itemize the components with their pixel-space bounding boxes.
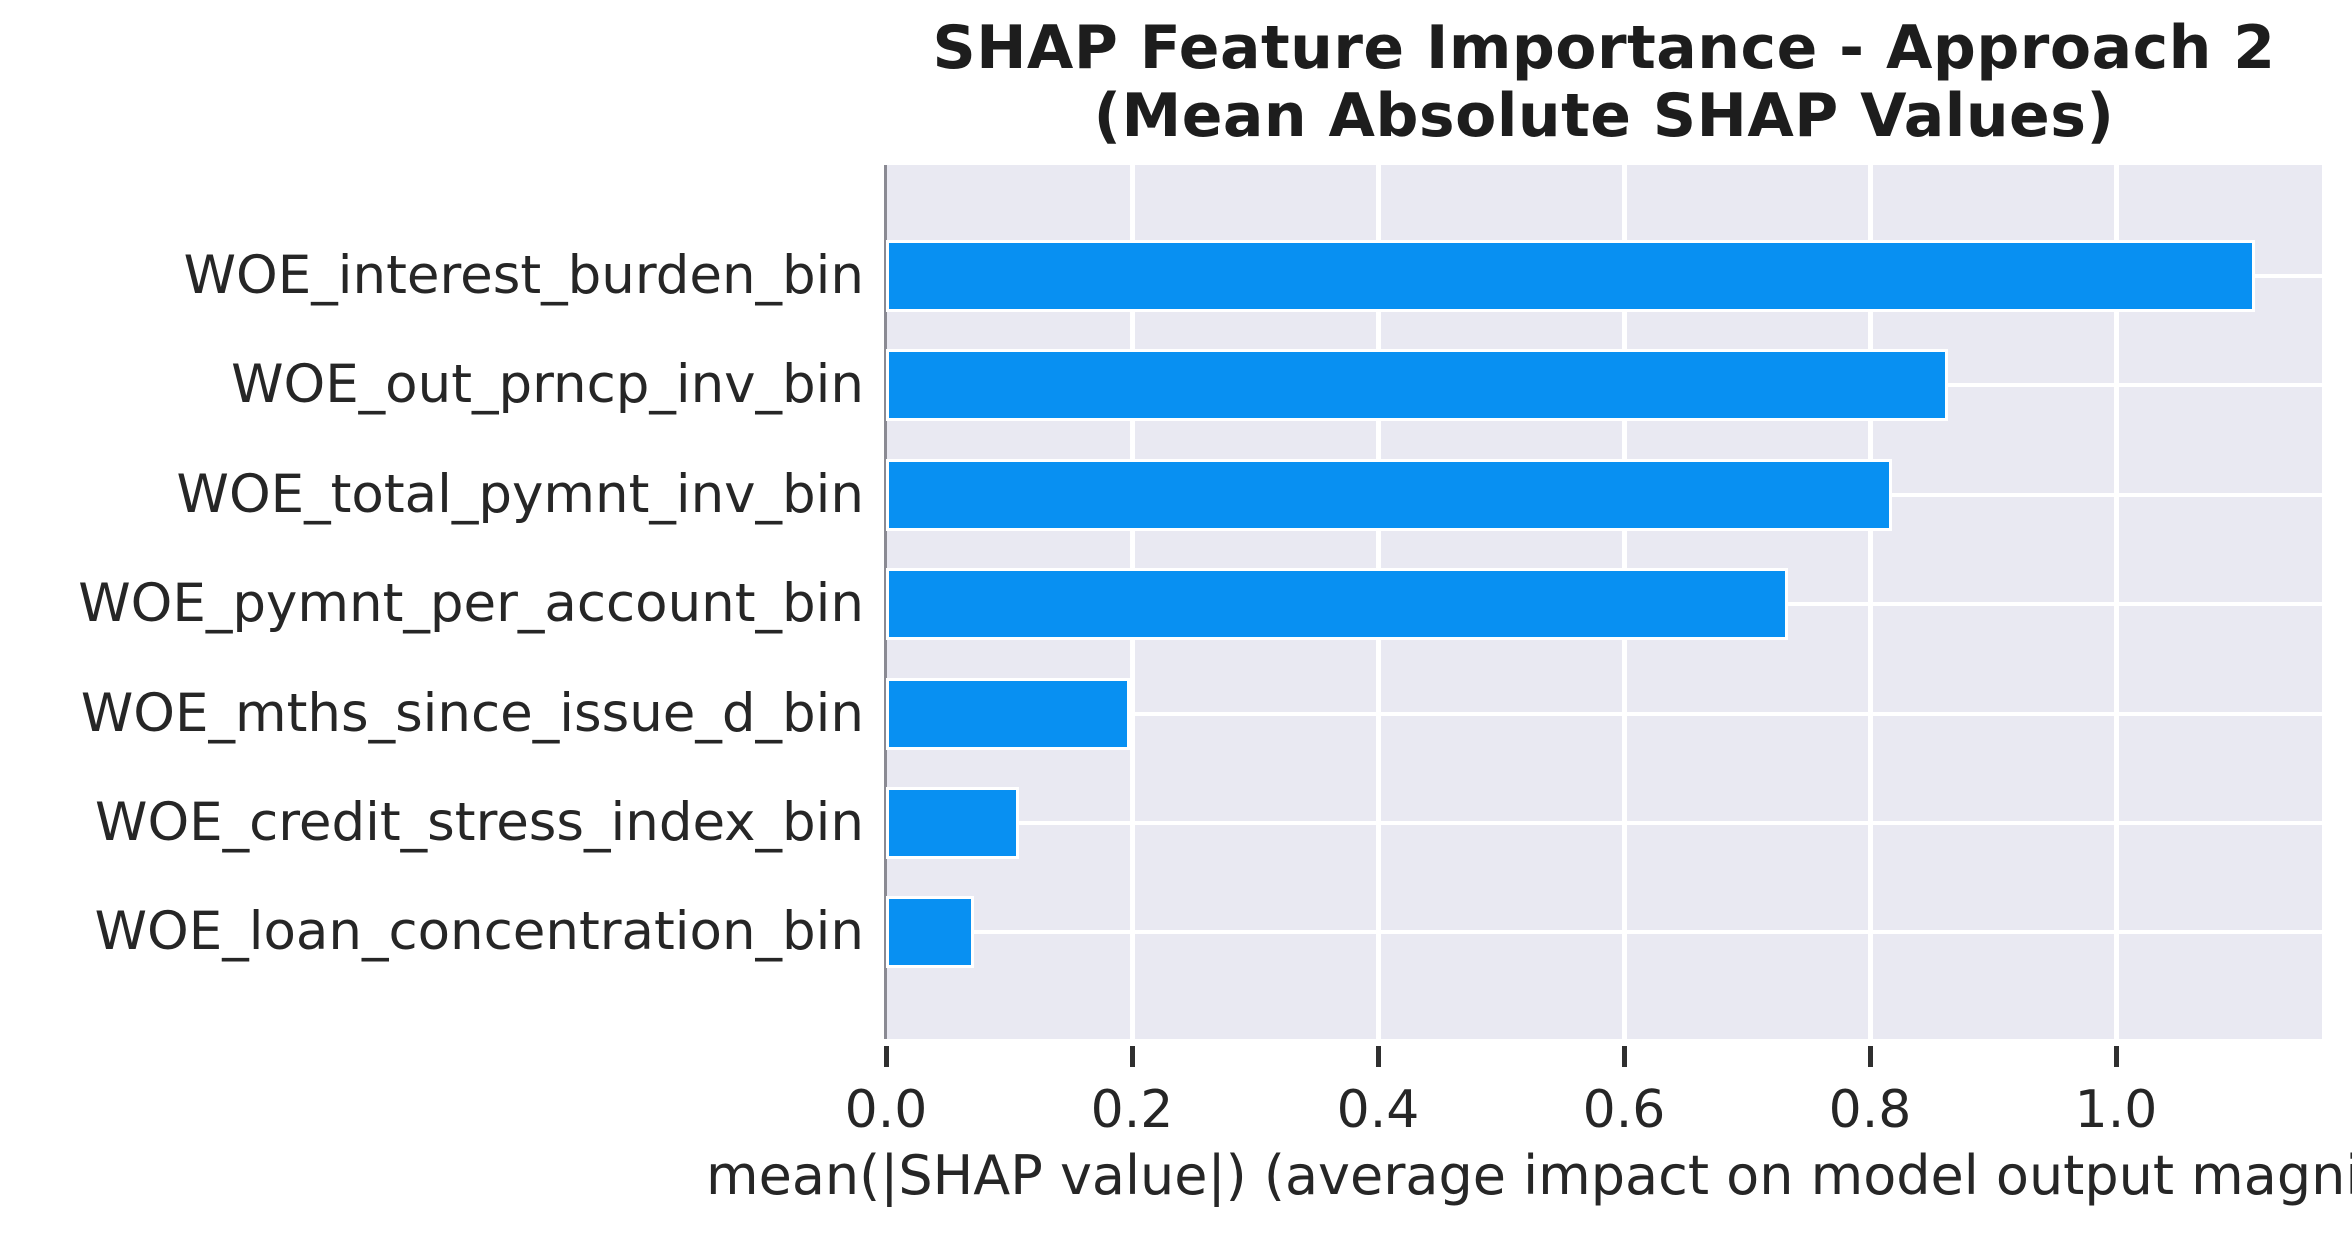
bar xyxy=(886,787,1020,859)
x-tick-label: 0.4 xyxy=(1336,1080,1420,1140)
x-tick-label: 0.2 xyxy=(1090,1080,1174,1140)
bar xyxy=(886,896,974,969)
bar xyxy=(886,568,1788,641)
x-tick-mark xyxy=(884,1046,889,1067)
bar xyxy=(886,458,1893,531)
x-tick-label: 0.6 xyxy=(1582,1080,1666,1140)
chart-title-line2: (Mean Absolute SHAP Values) xyxy=(1093,81,2115,151)
y-axis-label: WOE_interest_burden_bin xyxy=(183,245,864,306)
bar xyxy=(886,677,1130,750)
gridline-horizontal xyxy=(886,821,2322,825)
gridline-horizontal xyxy=(886,930,2322,935)
x-tick-mark xyxy=(2114,1046,2119,1067)
gridline-vertical xyxy=(1868,165,1873,1039)
x-tick-label: 0.0 xyxy=(844,1080,928,1140)
y-axis-label: WOE_pymnt_per_account_bin xyxy=(78,573,864,635)
x-tick-mark xyxy=(1868,1046,1873,1067)
gridline-vertical xyxy=(2114,165,2119,1039)
y-axis-label: WOE_total_pymnt_inv_bin xyxy=(176,463,864,525)
y-axis-spine xyxy=(884,165,887,1039)
chart-title: SHAP Feature Importance - Approach 2 (Me… xyxy=(886,14,2322,150)
x-tick-mark xyxy=(1622,1046,1627,1067)
x-tick-mark xyxy=(1130,1046,1135,1067)
x-tick-label: 0.8 xyxy=(1828,1080,1912,1140)
bar xyxy=(886,240,2256,312)
x-tick-mark xyxy=(1376,1046,1381,1067)
x-tick-label: 1.0 xyxy=(2074,1080,2158,1140)
gridline-horizontal xyxy=(886,711,2322,716)
y-axis-label: WOE_credit_stress_index_bin xyxy=(95,792,864,853)
bar xyxy=(886,349,1948,422)
x-axis-label: mean(|SHAP value|) (average impact on mo… xyxy=(706,1144,2352,1207)
y-axis-label: WOE_loan_concentration_bin xyxy=(94,901,864,963)
chart-title-line1: SHAP Feature Importance - Approach 2 xyxy=(932,13,2276,83)
y-axis-label: WOE_mths_since_issue_d_bin xyxy=(80,682,864,744)
y-axis-label: WOE_out_prncp_inv_bin xyxy=(231,354,864,416)
